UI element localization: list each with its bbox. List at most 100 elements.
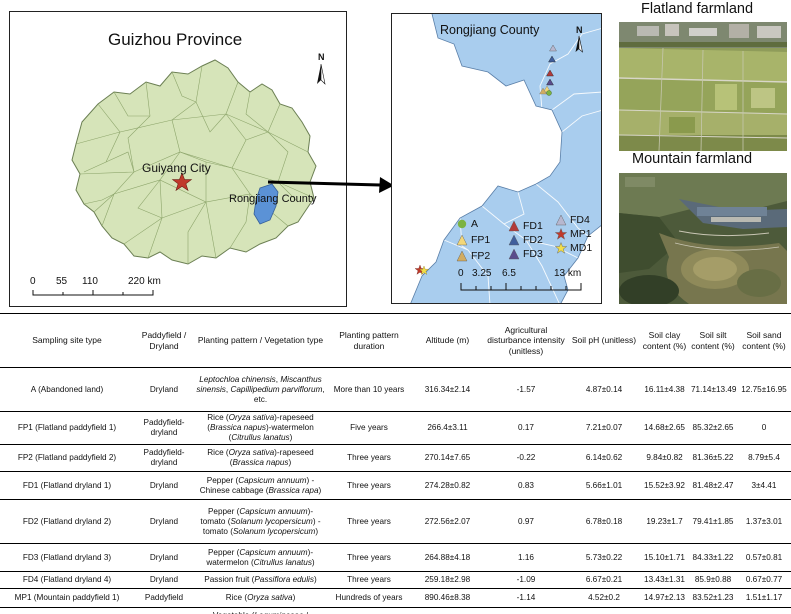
altitude-cell: 259.18±2.98: [424, 575, 471, 584]
guizhou-map-panel: Guizhou Province: [9, 11, 347, 307]
legend-label: FP1: [471, 234, 491, 246]
pattern-text: Pepper (: [206, 475, 239, 485]
clay-cell: 15.52±3.92: [644, 480, 685, 490]
header-planting-pattern: Planting pattern / Vegetation type: [197, 335, 324, 346]
legend-item: FD3: [508, 248, 543, 260]
pattern-text: ,: [225, 384, 231, 394]
type-cell: Dryland: [149, 575, 179, 584]
header-sampling-site-type: Sampling site type: [32, 335, 102, 346]
species-name: Citrullus lanatus: [231, 433, 290, 442]
sand-cell: 1.82±0.67: [737, 608, 791, 614]
ph-cell: 5.10±0.07: [568, 608, 640, 614]
species-name: Capsicum annuum: [239, 506, 308, 516]
table-row: FD3 (Flatland dryland 3) Dryland Pepper (C…: [0, 544, 791, 572]
table-body: A (Abandoned land) Dryland Leptochloa chin…: [0, 368, 791, 614]
header-soil-ph: Soil pH (unitless): [571, 335, 637, 346]
site-cell: FP1 (Flatland paddyfield 1): [17, 423, 117, 432]
header-sand: Soil sand content (%): [742, 330, 786, 351]
ph-cell: 5.73±0.22: [585, 552, 623, 562]
pattern-text: ): [289, 433, 293, 442]
rongjiang-map-panel: N Rongjiang County A FP1 FP2 FD1 FD2 FD3 FD4 MP…: [391, 13, 602, 304]
disturbance-cell: 0.97: [518, 516, 534, 526]
site-cell: FD4 (Flatland dryland 4): [22, 575, 112, 584]
guiyang-star-icon: [171, 172, 193, 192]
site-marker-fd1: [546, 69, 554, 77]
triangle-icon: [508, 220, 520, 232]
pattern-text: Pepper (: [207, 506, 240, 516]
scale-label: 3.25: [472, 268, 492, 279]
header-silt: Soil silt content (%): [691, 330, 735, 351]
sand-cell: 0.67±0.77: [745, 575, 783, 584]
clay-cell: 13.43±1.31: [644, 575, 685, 584]
species-name: Solanum lycopersicum: [232, 526, 316, 536]
pattern-cell: Vegetable (Leguminosae / Cucurbitaceae) …: [194, 608, 327, 614]
table-row: MP1 (Mountain paddyfield 1) Paddyfield Ric…: [0, 589, 791, 608]
header-duration: Planting pattern duration: [339, 330, 399, 351]
guizhou-map-title: Guizhou Province: [108, 30, 243, 49]
altitude-cell: 264.88±4.18: [424, 552, 471, 562]
pattern-text: )-watermelon (: [228, 423, 314, 442]
header-paddyfield-dryland: Paddyfield / Dryland: [141, 330, 187, 351]
mountain-aerial-image: [619, 173, 787, 304]
site-marker-md1: [418, 265, 430, 275]
pattern-text: ,: [275, 374, 281, 384]
pattern-cell: Passion fruit (Passiflora edulis): [194, 572, 327, 589]
site-cell: A (Abandoned land): [30, 384, 104, 394]
pattern-text: , etc.: [253, 384, 325, 404]
county-outline: [410, 14, 563, 303]
duration-cell: Three years: [347, 552, 391, 562]
species-name: Capsicum annuum: [238, 475, 307, 485]
ph-cell: 4.52±0.2: [588, 593, 620, 602]
site-cell: MP1 (Mountain paddyfield 1): [14, 593, 120, 602]
species-name: Leguminosae: [254, 611, 303, 614]
site-cell: FD2 (Flatland dryland 2): [22, 516, 112, 526]
legend-label: FP2: [471, 250, 491, 262]
guiyang-city-label: Guiyang City: [142, 161, 211, 175]
site-marker-fd2: [548, 55, 556, 63]
legend-label: MD1: [570, 242, 593, 254]
pattern-text: ) -Chinese cabbage (: [199, 475, 315, 495]
species-name: Citrullus lanatus: [253, 557, 312, 567]
sampling-sites-table: Sampling site type Paddyfield / Dryland Pl…: [0, 313, 791, 614]
altitude-cell: 266.4±3.11: [427, 423, 468, 432]
scale-label: 0: [458, 268, 464, 279]
site-marker-fd4: [549, 44, 557, 52]
duration-cell: Three years: [347, 480, 391, 490]
silt-cell: 85.32±2.65: [692, 423, 734, 432]
scale-label: 0: [30, 276, 36, 287]
pattern-text: ): [288, 458, 292, 467]
clay-cell: 19.23±1.7: [646, 516, 683, 526]
legend-label: A: [471, 218, 479, 230]
pattern-text: ): [311, 557, 315, 567]
triangle-icon: [456, 250, 468, 262]
species-name: Passiflora edulis: [254, 575, 314, 584]
pattern-cell: Pepper (Capsicum annuum)-watermelon (Cit…: [194, 544, 327, 572]
disturbance-cell: -0.22: [516, 453, 536, 462]
outside-county-area-east: [561, 225, 601, 303]
legend-item: A: [456, 218, 478, 230]
site-marker-fp2: [539, 87, 547, 95]
sand-cell: 0: [761, 423, 767, 432]
disturbance-cell: 0.90: [484, 608, 568, 614]
header-altitude: Altitude (m): [425, 335, 470, 346]
species-name: Capillipedium parviflorum: [230, 384, 323, 394]
table-row: FP1 (Flatland paddyfield 1) Paddyfield-dr…: [0, 412, 791, 445]
altitude-cell: 890.46±8.38: [424, 593, 471, 602]
ph-cell: 7.21±0.07: [585, 423, 623, 432]
duration-cell: Three years: [347, 453, 391, 462]
species-name: Miscanthus sinensis: [196, 374, 322, 394]
rongjiang-county-label: Rongjiang County: [229, 193, 317, 205]
circle-icon: [457, 219, 467, 229]
legend-item: FP2: [456, 250, 490, 262]
disturbance-cell: -1.57: [516, 384, 536, 394]
ph-cell: 4.87±0.14: [585, 384, 623, 394]
altitude-cell: 270.14±7.65: [424, 453, 471, 462]
legend-item: MD1: [555, 242, 592, 254]
sand-cell: 1.37±3.01: [745, 516, 783, 526]
ph-cell: 6.78±0.18: [585, 516, 623, 526]
scale-bar-icon: [460, 283, 582, 291]
silt-cell: 87.32±1.13: [689, 608, 737, 614]
site-cell: FP2 (Flatland paddyfield 2): [17, 453, 117, 462]
clay-cell: 15.10±1.71: [644, 552, 685, 562]
site-cell: FD1 (Flatland dryland 1): [22, 480, 112, 490]
